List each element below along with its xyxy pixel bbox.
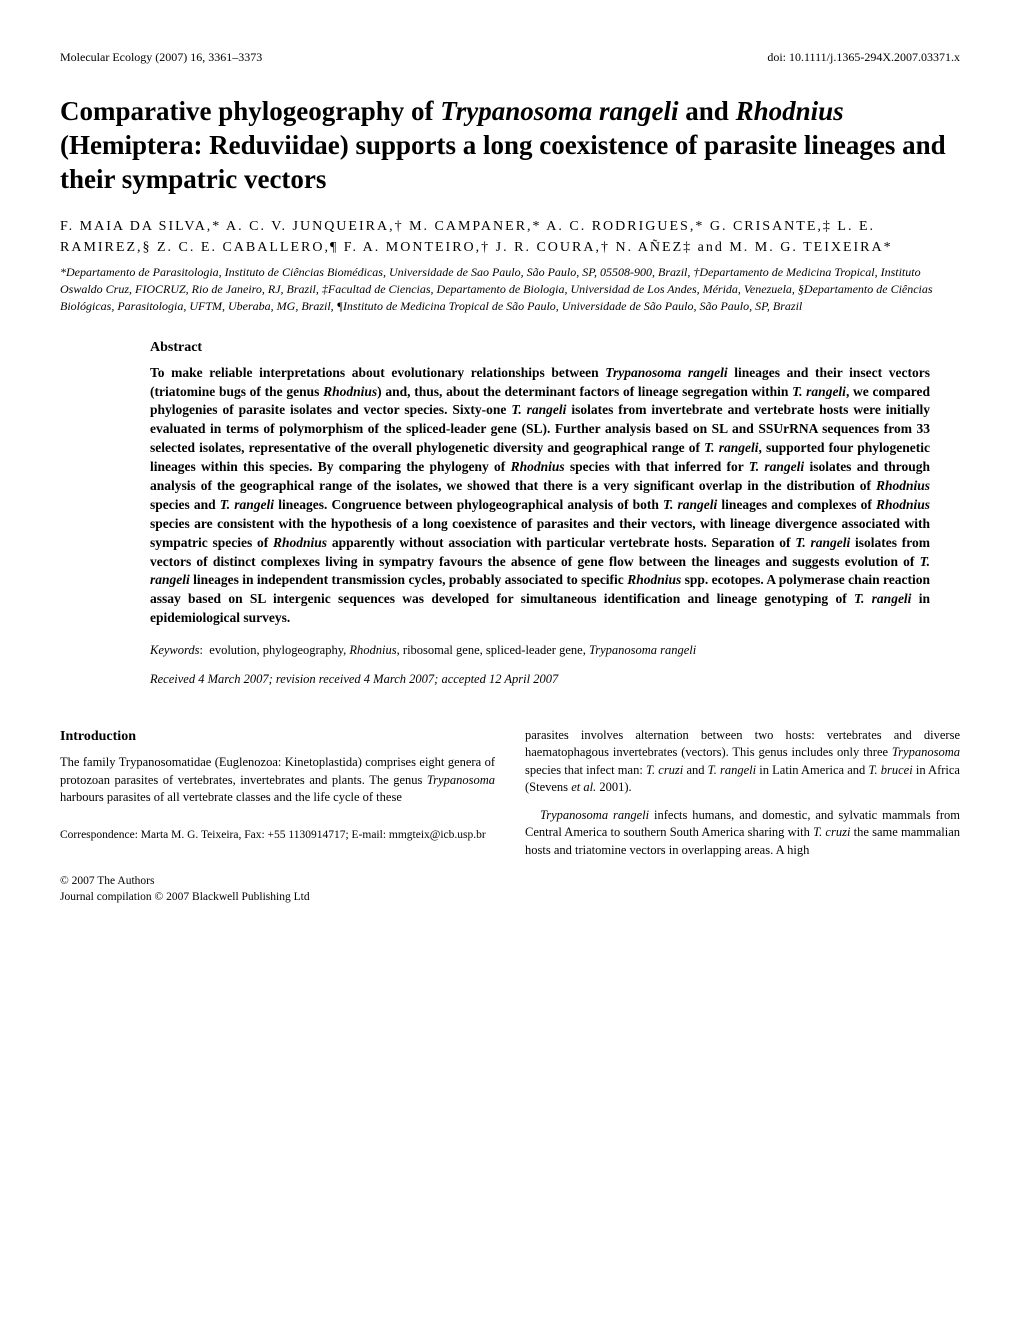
affiliations: *Departamento de Parasitologia, Institut… <box>60 264 960 314</box>
body-columns: Introduction The family Trypanosomatidae… <box>60 727 960 905</box>
running-header: Molecular Ecology (2007) 16, 3361–3373 d… <box>60 50 960 65</box>
copyright-line-1: © 2007 The Authors <box>60 873 495 889</box>
intro-paragraph-2a: parasites involves alternation between t… <box>525 727 960 797</box>
left-column: Introduction The family Trypanosomatidae… <box>60 727 495 905</box>
keywords-text: evolution, phylogeography, Rhodnius, rib… <box>209 643 696 657</box>
intro-paragraph-1: The family Trypanosomatidae (Euglenozoa:… <box>60 754 495 807</box>
copyright: © 2007 The Authors Journal compilation ©… <box>60 873 495 905</box>
doi: doi: 10.1111/j.1365-294X.2007.03371.x <box>767 50 960 65</box>
intro-paragraph-2b: Trypanosoma rangeli infects humans, and … <box>525 807 960 860</box>
abstract-heading: Abstract <box>150 340 930 356</box>
received-line: Received 4 March 2007; revision received… <box>150 672 930 687</box>
article-title: Comparative phylogeography of Trypanosom… <box>60 95 960 196</box>
keywords-label: Keywords <box>150 643 200 657</box>
abstract-block: Abstract To make reliable interpretation… <box>150 340 930 687</box>
journal-citation: Molecular Ecology (2007) 16, 3361–3373 <box>60 50 262 65</box>
keywords: Keywords: evolution, phylogeography, Rho… <box>150 642 930 660</box>
author-list: F. MAIA DA SILVA,* A. C. V. JUNQUEIRA,† … <box>60 216 960 258</box>
copyright-line-2: Journal compilation © 2007 Blackwell Pub… <box>60 889 495 905</box>
correspondence: Correspondence: Marta M. G. Teixeira, Fa… <box>60 827 495 843</box>
abstract-body: To make reliable interpretations about e… <box>150 364 930 628</box>
right-column: parasites involves alternation between t… <box>525 727 960 905</box>
introduction-heading: Introduction <box>60 727 495 747</box>
